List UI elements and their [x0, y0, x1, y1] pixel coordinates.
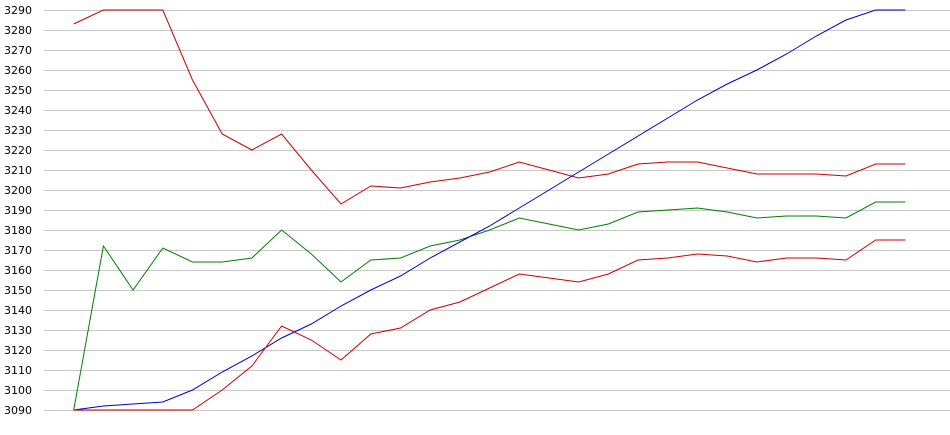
y-tick-label: 3100 [4, 384, 32, 397]
y-tick-label: 3150 [4, 284, 32, 297]
y-tick-label: 3130 [4, 324, 32, 337]
y-tick-label: 3270 [4, 44, 32, 57]
y-tick-label: 3140 [4, 304, 32, 317]
y-axis-tick-labels: 3090 3100 3110 3120 3130 3140 3150 3160 3170 3180… [4, 4, 32, 417]
series-lines [73, 9, 906, 411]
y-tick-label: 3280 [4, 24, 32, 37]
y-tick-label: 3090 [4, 404, 32, 417]
series-line-2 [73, 201, 906, 411]
y-tick-label: 3190 [4, 204, 32, 217]
y-tick-label: 3210 [4, 164, 32, 177]
series-line-1 [73, 9, 906, 205]
series-line-3 [73, 9, 906, 411]
y-tick-label: 3260 [4, 64, 32, 77]
gridlines [44, 10, 950, 411]
y-tick-label: 3290 [4, 4, 32, 17]
series-line-4 [73, 239, 906, 411]
y-tick-label: 3240 [4, 104, 32, 117]
y-tick-label: 3230 [4, 124, 32, 137]
y-tick-label: 3160 [4, 264, 32, 277]
y-tick-label: 3220 [4, 144, 32, 157]
y-tick-label: 3200 [4, 184, 32, 197]
y-tick-label: 3180 [4, 224, 32, 237]
y-tick-label: 3120 [4, 344, 32, 357]
y-tick-label: 3110 [4, 364, 32, 377]
y-tick-label: 3170 [4, 244, 32, 257]
y-tick-label: 3250 [4, 84, 32, 97]
